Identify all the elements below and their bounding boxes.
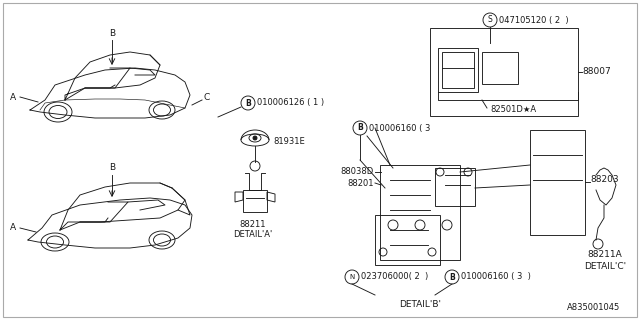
Text: DETAIL'C': DETAIL'C': [584, 262, 626, 271]
Circle shape: [253, 136, 257, 140]
Bar: [442, 52, 474, 88]
Bar: [430, 28, 578, 116]
Text: 047105120 ( 2  ): 047105120 ( 2 ): [499, 15, 568, 25]
Text: B: B: [109, 28, 115, 37]
Text: 023706000( 2  ): 023706000( 2 ): [361, 273, 428, 282]
Text: 82501D★A: 82501D★A: [490, 105, 536, 114]
Bar: [375, 215, 440, 265]
Bar: [482, 52, 518, 84]
Text: A835001045: A835001045: [567, 303, 620, 312]
Text: 010006160 ( 3: 010006160 ( 3: [369, 124, 430, 132]
Text: A: A: [10, 92, 16, 101]
Text: 88203: 88203: [590, 175, 619, 185]
Text: 81931E: 81931E: [273, 138, 305, 147]
Text: B: B: [449, 273, 455, 282]
Text: 88211: 88211: [240, 220, 266, 229]
Text: 88007: 88007: [582, 68, 611, 76]
Text: B: B: [357, 124, 363, 132]
Text: DETAIL'B': DETAIL'B': [399, 300, 441, 309]
Bar: [435, 168, 475, 206]
Bar: [530, 130, 585, 235]
Text: 88038D: 88038D: [340, 167, 374, 177]
Text: N: N: [349, 274, 355, 280]
Bar: [438, 48, 478, 92]
Bar: [380, 165, 460, 260]
Text: B: B: [109, 164, 115, 172]
Text: DETAIL'A': DETAIL'A': [234, 230, 273, 239]
Text: 88211A: 88211A: [588, 250, 622, 259]
Text: 010006126 ( 1 ): 010006126 ( 1 ): [257, 99, 324, 108]
Text: S: S: [488, 15, 492, 25]
Text: B: B: [245, 99, 251, 108]
Bar: [243, 190, 267, 212]
Text: C: C: [204, 93, 210, 102]
Text: A: A: [10, 223, 16, 233]
Text: 88201: 88201: [348, 179, 374, 188]
Text: 010006160 ( 3  ): 010006160 ( 3 ): [461, 273, 531, 282]
